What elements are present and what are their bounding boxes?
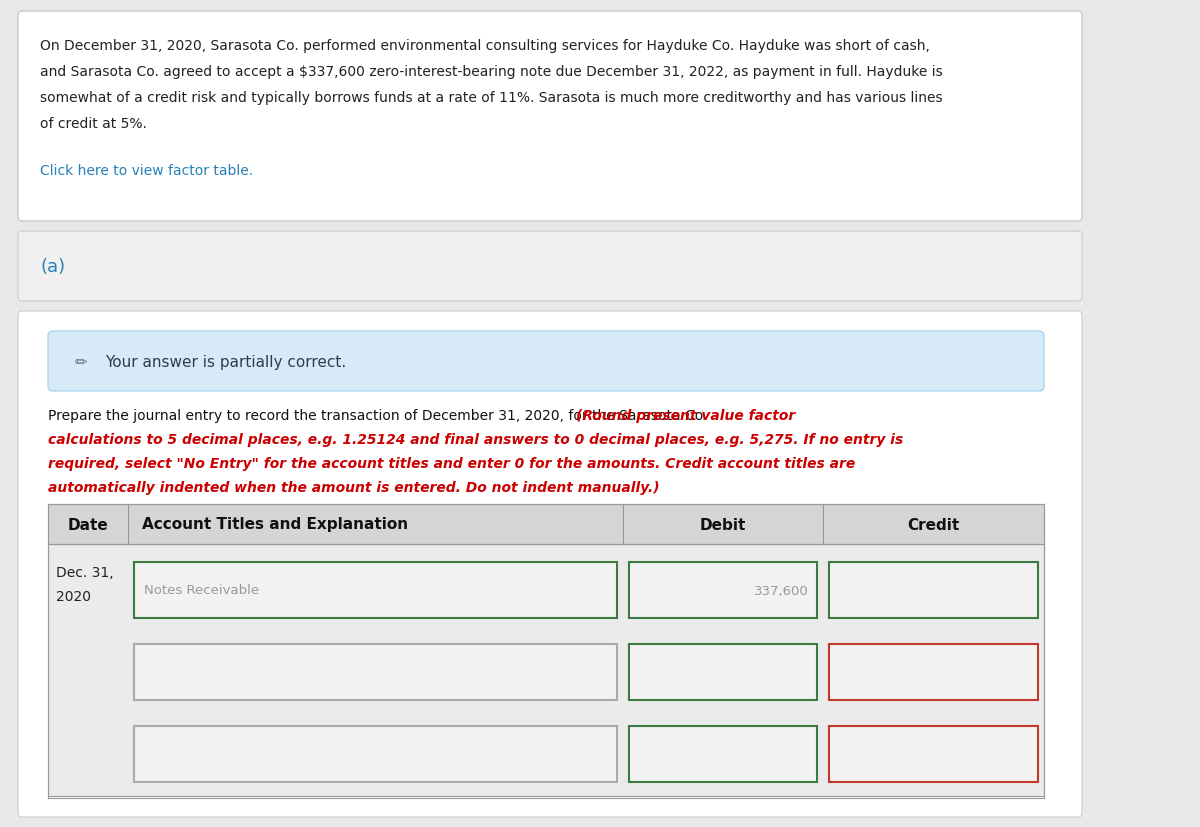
Bar — [829, 644, 1038, 700]
Text: 337,600: 337,600 — [755, 584, 809, 597]
Text: Notes Receivable: Notes Receivable — [144, 584, 259, 597]
FancyBboxPatch shape — [18, 232, 1082, 302]
Text: and Sarasota Co. agreed to accept a $337,600 zero-interest-bearing note due Dece: and Sarasota Co. agreed to accept a $337… — [40, 65, 943, 79]
Bar — [48, 544, 1044, 796]
Bar — [629, 562, 817, 619]
FancyBboxPatch shape — [18, 312, 1082, 817]
Bar — [629, 644, 817, 700]
Bar — [134, 562, 617, 619]
Text: of credit at 5%.: of credit at 5%. — [40, 117, 146, 131]
FancyBboxPatch shape — [18, 12, 1082, 222]
FancyBboxPatch shape — [48, 332, 1044, 391]
Text: Account Titles and Explanation: Account Titles and Explanation — [142, 517, 408, 532]
Bar — [134, 726, 617, 782]
Text: (a): (a) — [40, 258, 65, 275]
Bar — [134, 644, 617, 700]
Text: Dec. 31,: Dec. 31, — [56, 566, 114, 579]
Text: Click here to view factor table.: Click here to view factor table. — [40, 164, 253, 178]
Text: Prepare the journal entry to record the transaction of December 31, 2020, for th: Prepare the journal entry to record the … — [48, 409, 712, 423]
Text: (Round present value factor: (Round present value factor — [576, 409, 796, 423]
Text: required, select "No Entry" for the account titles and enter 0 for the amounts. : required, select "No Entry" for the acco… — [48, 457, 856, 471]
Text: automatically indented when the amount is entered. Do not indent manually.): automatically indented when the amount i… — [48, 480, 660, 495]
Text: Date: Date — [67, 517, 108, 532]
Text: Credit: Credit — [907, 517, 959, 532]
Bar — [629, 726, 817, 782]
Text: somewhat of a credit risk and typically borrows funds at a rate of 11%. Sarasota: somewhat of a credit risk and typically … — [40, 91, 943, 105]
Bar — [829, 726, 1038, 782]
Text: ✏: ✏ — [74, 354, 88, 369]
Text: calculations to 5 decimal places, e.g. 1.25124 and final answers to 0 decimal pl: calculations to 5 decimal places, e.g. 1… — [48, 433, 904, 447]
Bar — [48, 504, 1044, 544]
Text: On December 31, 2020, Sarasota Co. performed environmental consulting services f: On December 31, 2020, Sarasota Co. perfo… — [40, 39, 930, 53]
Text: 2020: 2020 — [56, 590, 91, 603]
Text: Your answer is partially correct.: Your answer is partially correct. — [106, 354, 347, 369]
Text: Debit: Debit — [700, 517, 746, 532]
Bar — [829, 562, 1038, 619]
